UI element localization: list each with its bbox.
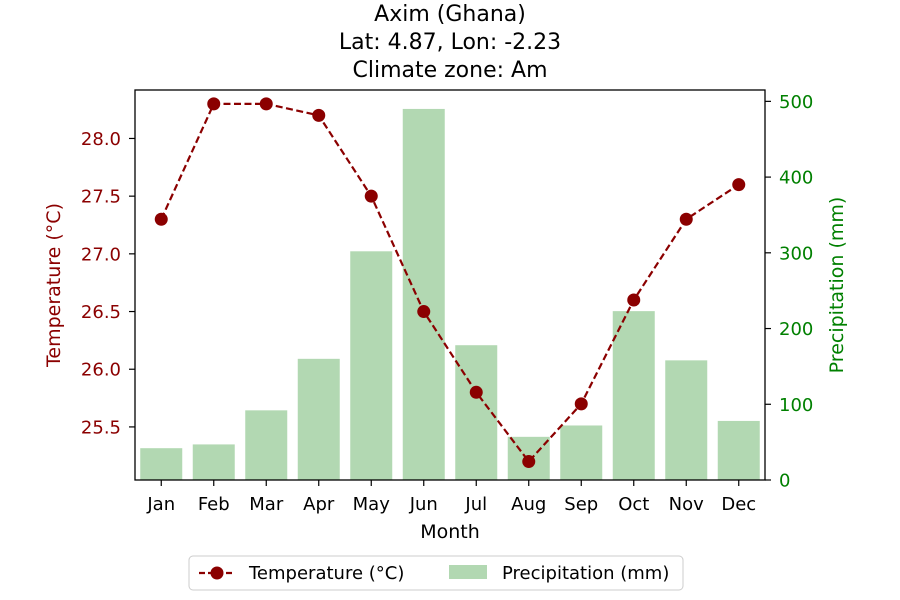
temperature-point-nov xyxy=(679,212,693,226)
temperature-point-mar xyxy=(259,97,273,111)
precipitation-bar-jun xyxy=(402,108,445,480)
left-axis-ticks: 25.5 26.0 26.5 27.0 27.5 28.0 xyxy=(81,129,135,438)
plot-area-frame xyxy=(134,89,766,481)
x-axis-ticks: Jan Feb Mar Apr May Jun Jul Aug Sep Oct Nov Dec xyxy=(146,480,756,515)
left-tick-label: 26.0 xyxy=(81,360,121,381)
precipitation-bar-oct xyxy=(612,311,655,480)
temperature-point-feb xyxy=(207,97,221,111)
temperature-point-jun xyxy=(417,305,431,319)
left-tick-label: 25.5 xyxy=(81,417,121,438)
legend-box xyxy=(188,555,684,591)
x-axis-label: Month xyxy=(420,521,480,543)
legend-precipitation-label: Precipitation (mm) xyxy=(502,563,669,584)
x-tick-label: Feb xyxy=(198,494,230,515)
x-tick-label: Nov xyxy=(669,494,704,515)
x-tick-label: Sep xyxy=(564,494,598,515)
precipitation-bar-may xyxy=(350,251,393,480)
temperature-point-may xyxy=(364,189,378,203)
x-tick-label: May xyxy=(353,494,391,515)
legend-temperature-label: Temperature (°C) xyxy=(248,563,404,584)
temperature-point-sep xyxy=(574,397,588,411)
precipitation-bar-dec xyxy=(717,420,760,480)
legend-temperature-marker xyxy=(210,566,224,580)
right-tick-label: 400 xyxy=(779,168,813,189)
x-tick-label: Aug xyxy=(511,494,546,515)
temperature-point-jul xyxy=(469,385,483,399)
chart-title: Axim (Ghana) Lat: 4.87, Lon: -2.23 Clima… xyxy=(339,2,561,83)
right-tick-label: 500 xyxy=(779,92,813,113)
x-tick-label: Mar xyxy=(249,494,284,515)
title-line-1: Axim (Ghana) xyxy=(374,2,526,27)
x-tick-label: Jan xyxy=(146,494,175,515)
temperature-series-line xyxy=(160,102,740,464)
legend-precipitation-swatch xyxy=(449,565,487,579)
temperature-points xyxy=(154,97,746,469)
left-axis-label: Temperature (°C) xyxy=(43,203,65,368)
x-tick-label: Jul xyxy=(464,494,487,515)
left-tick-label: 27.0 xyxy=(81,244,121,265)
precipitation-bar-jan xyxy=(140,448,183,480)
x-tick-label: Jun xyxy=(409,494,438,515)
temperature-point-dec xyxy=(732,178,746,192)
right-tick-label: 300 xyxy=(779,243,813,264)
left-tick-label: 27.5 xyxy=(81,187,121,208)
right-tick-label: 200 xyxy=(779,319,813,340)
right-axis-ticks: 0 100 200 300 400 500 xyxy=(765,92,813,492)
temperature-point-aug xyxy=(522,455,536,469)
x-tick-label: Dec xyxy=(721,494,756,515)
title-line-2: Lat: 4.87, Lon: -2.23 xyxy=(339,30,561,55)
precipitation-bars xyxy=(140,108,760,480)
x-tick-label: Apr xyxy=(303,494,335,515)
x-tick-label: Oct xyxy=(618,494,649,515)
temperature-point-jan xyxy=(154,212,168,226)
legend: Temperature (°C) Precipitation (mm) xyxy=(188,555,684,591)
right-axis-label: Precipitation (mm) xyxy=(826,197,848,374)
left-tick-label: 26.5 xyxy=(81,302,121,323)
temperature-point-apr xyxy=(312,108,326,122)
precipitation-bar-mar xyxy=(245,410,288,480)
right-tick-label: 0 xyxy=(779,471,790,492)
precipitation-bar-sep xyxy=(560,425,603,480)
precipitation-bar-nov xyxy=(665,360,708,480)
precipitation-bar-apr xyxy=(297,358,340,480)
left-tick-label: 28.0 xyxy=(81,129,121,150)
temperature-point-oct xyxy=(627,293,641,307)
precipitation-bar-feb xyxy=(192,444,235,480)
right-tick-label: 100 xyxy=(779,395,813,416)
precipitation-bar-jul xyxy=(455,345,498,480)
temperature-line xyxy=(160,102,740,464)
title-line-3: Climate zone: Am xyxy=(352,58,547,83)
